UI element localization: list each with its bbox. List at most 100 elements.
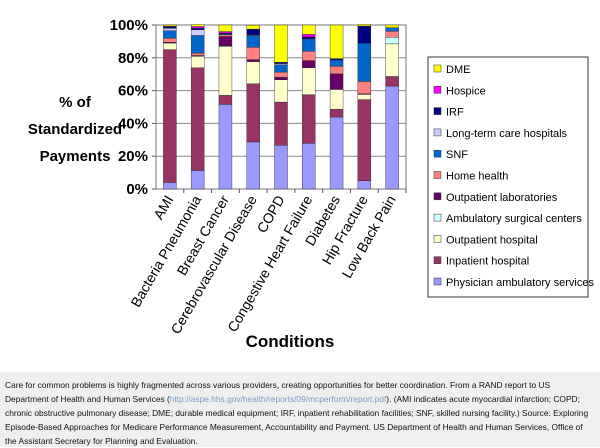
bar-segment: [247, 29, 260, 35]
bar-segment: [247, 84, 260, 142]
bar-segment: [386, 25, 399, 28]
bar-segment: [330, 89, 343, 109]
bar-segment: [163, 31, 176, 38]
legend-swatch: [434, 193, 441, 200]
bar-segment: [191, 35, 204, 53]
y-tick-label: 100%: [110, 17, 148, 34]
bar-segment: [191, 56, 204, 67]
bar-segment: [358, 181, 371, 189]
bar-segment: [247, 25, 260, 29]
bar-segment: [247, 60, 260, 62]
legend-label: DME: [446, 64, 470, 76]
y-tick-label: 40%: [118, 115, 148, 132]
legend-label: Inpatient hospital: [446, 256, 529, 268]
y-tick-label: 20%: [118, 148, 148, 165]
bar-segment: [191, 26, 204, 28]
y-tick-label: 0%: [126, 181, 148, 198]
bar-segment: [191, 53, 204, 55]
bar-segment: [275, 65, 288, 72]
legend-label: Outpatient hospital: [446, 234, 538, 246]
bar-segment: [386, 28, 399, 32]
bar-segment: [302, 37, 315, 39]
y-axis-label-line3: Payments: [40, 148, 111, 165]
legend-label: IRF: [446, 107, 464, 119]
bar-segment: [386, 37, 399, 44]
legend-swatch: [434, 150, 441, 157]
bar-segment: [358, 100, 371, 181]
bar-segment: [163, 28, 176, 30]
bar-segment: [330, 109, 343, 117]
y-axis-label-line1: % of: [59, 94, 92, 111]
bar-segment: [219, 95, 232, 104]
bar-segment: [330, 74, 343, 90]
bar-segment: [247, 142, 260, 189]
legend-swatch: [434, 278, 441, 285]
legend-swatch: [434, 108, 441, 115]
bar-segment: [219, 25, 232, 32]
bar-segment: [358, 24, 371, 26]
report-link[interactable]: http://aspe.hhs.gov/health/reports/09/mc…: [170, 394, 386, 404]
bar-segment: [330, 25, 343, 59]
y-axis-label-line2: Standardized: [28, 121, 122, 138]
bar-segment: [275, 72, 288, 77]
bar-segment: [191, 30, 204, 36]
legend-swatch: [434, 65, 441, 72]
bar-segment: [163, 25, 176, 26]
bar-segment: [302, 61, 315, 68]
bar-segment: [163, 38, 176, 42]
bar-segment: [386, 86, 399, 189]
bar-segment: [163, 182, 176, 189]
bar-segment: [219, 36, 232, 45]
legend-label: Hospice: [446, 85, 486, 97]
bar-segment: [386, 31, 399, 37]
legend-swatch: [434, 257, 441, 264]
bar-segment: [275, 102, 288, 145]
legend-swatch: [434, 129, 441, 136]
bar-segment: [247, 47, 260, 59]
bar-segment: [358, 81, 371, 93]
legend-swatch: [434, 86, 441, 93]
y-tick-label: 60%: [118, 83, 148, 100]
bar-segment: [302, 39, 315, 51]
bar-segment: [219, 47, 232, 96]
bar-segment: [358, 94, 371, 99]
bar-segment: [386, 76, 399, 86]
legend-label: Long-term care hospitals: [446, 128, 568, 140]
stacked-bar-chart: % of Standardized Payments 0%20%40%60%80…: [0, 0, 600, 370]
bar-segment: [275, 77, 288, 80]
bar-segment: [275, 145, 288, 189]
bar-segment: [191, 170, 204, 189]
x-tick-label: AMI: [150, 193, 176, 223]
legend-label: Ambulatory surgical centers: [446, 213, 582, 225]
bar-segment: [191, 25, 204, 27]
bar-segment: [386, 44, 399, 77]
bar-segment: [330, 60, 343, 66]
legend-label: Physician ambulatory services: [446, 277, 594, 289]
bar-segment: [302, 51, 315, 60]
legend-swatch: [434, 235, 441, 242]
x-axis-label: Conditions: [246, 332, 335, 351]
bar-segment: [163, 27, 176, 29]
bar-segment: [163, 43, 176, 50]
bar-segment: [302, 95, 315, 144]
bar-segment: [247, 62, 260, 84]
bar-segment: [247, 36, 260, 48]
bar-segment: [330, 66, 343, 74]
legend-swatch: [434, 214, 441, 221]
bar-segment: [191, 68, 204, 171]
bar-segment: [330, 117, 343, 189]
bar-segment: [219, 32, 232, 33]
bar-segment: [219, 104, 232, 189]
bar-segment: [219, 35, 232, 37]
bar-segment: [302, 34, 315, 37]
bar-segment: [302, 25, 315, 34]
bar-segment: [302, 68, 315, 95]
bar-segment: [275, 80, 288, 102]
bar-segment: [358, 26, 371, 43]
bar-segment: [191, 28, 204, 30]
bar-segment: [302, 143, 315, 189]
figure-caption: Care for common problems is highly fragm…: [0, 372, 600, 447]
bar-segment: [275, 25, 288, 62]
legend-swatch: [434, 172, 441, 179]
legend-label: SNF: [446, 149, 468, 161]
